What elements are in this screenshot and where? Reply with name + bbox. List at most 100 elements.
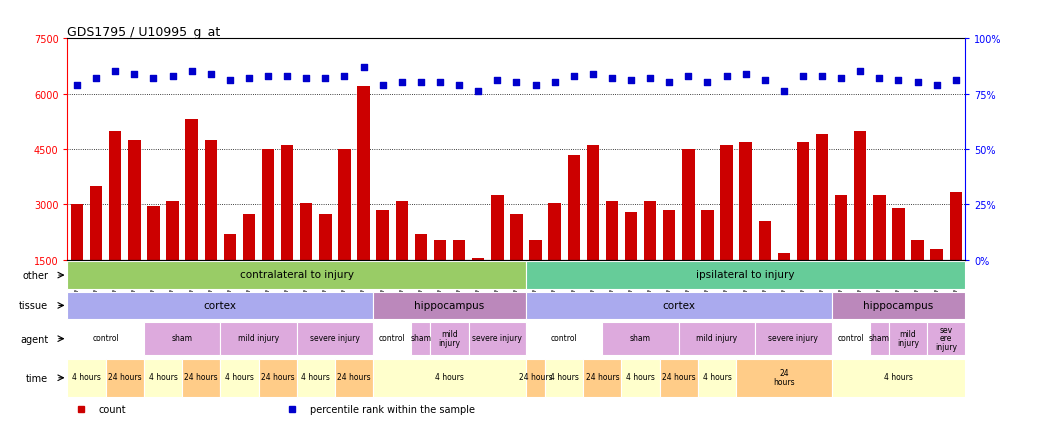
Bar (377, 210, 389, 260)
Bar (67, 292, 373, 319)
Text: sham: sham (869, 334, 890, 343)
Text: 24 hours: 24 hours (585, 372, 620, 381)
Bar (373, 359, 526, 397)
Bar (911, 240, 924, 260)
Bar (319, 214, 331, 260)
Point (737, 71, 754, 78)
Text: 4 hours: 4 hours (884, 372, 912, 381)
Text: control: control (551, 334, 577, 343)
Text: 24 hours: 24 hours (337, 372, 371, 381)
Point (566, 73, 582, 80)
Point (375, 82, 391, 89)
Bar (67, 359, 106, 397)
Text: ipsilateral to injury: ipsilateral to injury (696, 270, 795, 280)
Bar (797, 142, 810, 260)
Point (107, 69, 124, 76)
Point (832, 76, 849, 82)
Bar (373, 292, 526, 319)
Bar (739, 142, 752, 260)
Bar (831, 359, 965, 397)
Text: hippocampus: hippocampus (864, 300, 933, 310)
Text: 24 hours: 24 hours (108, 372, 141, 381)
Bar (663, 210, 676, 260)
Point (700, 80, 716, 87)
Bar (622, 359, 660, 397)
Bar (720, 146, 733, 260)
Bar (889, 322, 927, 355)
Bar (434, 240, 446, 260)
Text: mild
injury: mild injury (897, 329, 919, 347)
Point (279, 73, 296, 80)
Point (891, 78, 907, 85)
Text: cortex: cortex (662, 300, 695, 310)
Bar (281, 146, 294, 260)
Point (241, 76, 257, 82)
Text: time: time (26, 373, 49, 383)
Text: 24 hours: 24 hours (519, 372, 552, 381)
Point (757, 78, 773, 85)
Text: contralateral to injury: contralateral to injury (240, 270, 354, 280)
Bar (491, 196, 503, 260)
Point (852, 69, 869, 76)
Bar (204, 141, 217, 260)
Bar (644, 201, 656, 260)
Bar (338, 150, 351, 260)
Bar (526, 322, 602, 355)
Text: 4 hours: 4 hours (550, 372, 578, 381)
Point (336, 73, 353, 80)
Point (775, 89, 792, 95)
Text: severe injury: severe injury (768, 334, 818, 343)
Point (489, 78, 506, 85)
Point (221, 78, 238, 85)
Bar (297, 322, 373, 355)
Bar (431, 322, 468, 355)
Bar (526, 262, 965, 289)
Bar (568, 155, 580, 260)
Point (584, 71, 601, 78)
Text: sev
ere
injury: sev ere injury (935, 326, 957, 351)
Bar (625, 212, 637, 260)
Bar (682, 150, 694, 260)
Text: agent: agent (20, 334, 49, 344)
Bar (144, 359, 182, 397)
Text: other: other (23, 270, 49, 280)
Text: 4 hours: 4 hours (72, 372, 101, 381)
Bar (759, 222, 771, 260)
Bar (950, 192, 962, 260)
Bar (472, 259, 485, 260)
Bar (831, 322, 870, 355)
Text: tissue: tissue (20, 301, 49, 311)
Bar (411, 322, 431, 355)
Bar (698, 359, 736, 397)
Text: percentile rank within the sample: percentile rank within the sample (310, 404, 475, 414)
Text: 24 hours: 24 hours (662, 372, 695, 381)
Point (202, 71, 219, 78)
Text: sham: sham (630, 334, 651, 343)
Bar (526, 359, 545, 397)
Bar (182, 359, 220, 397)
Point (623, 78, 639, 85)
Bar (335, 359, 373, 397)
Bar (453, 240, 465, 260)
Point (470, 89, 487, 95)
Text: 4 hours: 4 hours (703, 372, 732, 381)
Bar (223, 234, 236, 260)
Text: 4 hours: 4 hours (626, 372, 655, 381)
Bar (602, 322, 679, 355)
Point (641, 76, 658, 82)
Bar (166, 201, 179, 260)
Bar (529, 240, 542, 260)
Text: mild injury: mild injury (696, 334, 738, 343)
Point (355, 64, 372, 71)
Point (145, 76, 162, 82)
Text: 24 hours: 24 hours (185, 372, 218, 381)
Point (795, 73, 812, 80)
Point (450, 82, 467, 89)
Point (260, 73, 276, 80)
Point (164, 73, 181, 80)
Bar (357, 87, 370, 260)
Bar (816, 135, 828, 260)
Point (69, 82, 85, 89)
Bar (606, 201, 619, 260)
Bar (106, 359, 144, 397)
